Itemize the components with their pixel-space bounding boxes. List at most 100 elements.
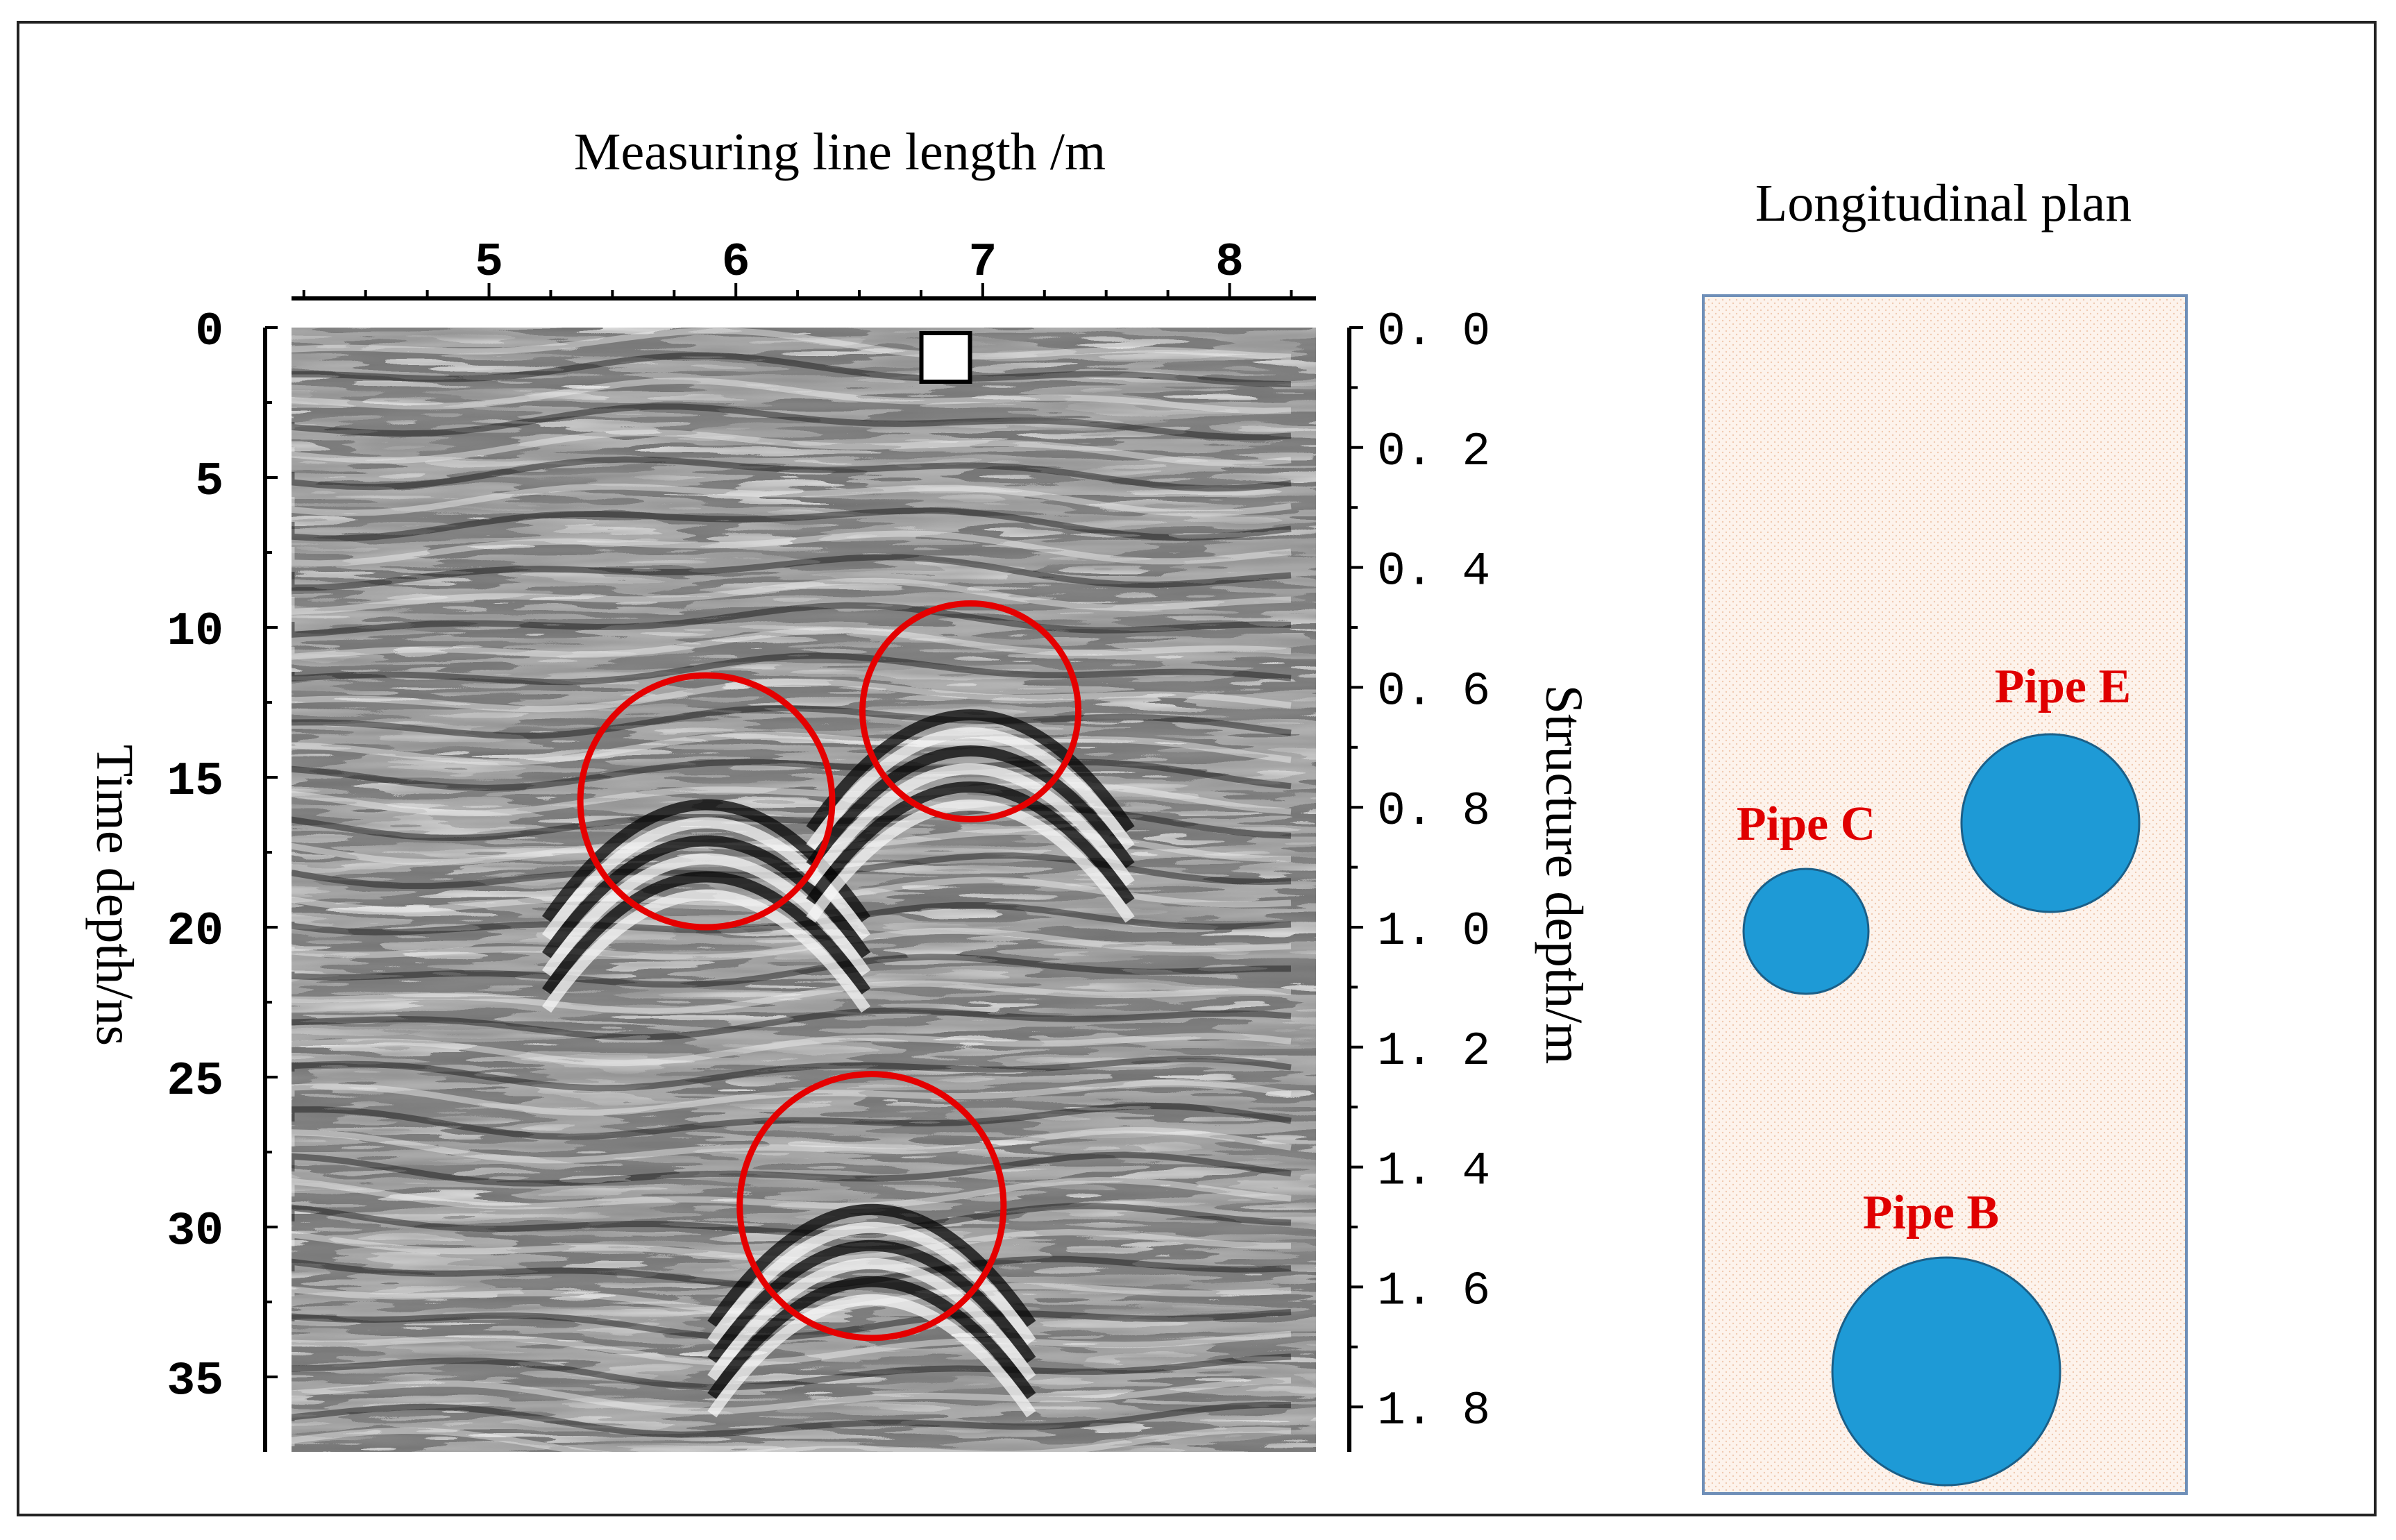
right-axis-title: Structure depth/m [1535, 685, 1593, 1065]
right-tick-label: 1. 8 [1377, 1385, 1490, 1438]
hyperbola-arc [707, 1239, 1036, 1364]
right-tick-label: 0. 6 [1377, 665, 1490, 718]
left-axis-title: Time depth/ns [85, 745, 144, 1046]
position-marker [919, 331, 972, 384]
pipe-b-label: Pipe B [1863, 1186, 1999, 1239]
reflection-band [292, 1283, 1292, 1316]
right-tick-label: 1. 4 [1377, 1145, 1490, 1199]
anomaly-circle [859, 600, 1082, 822]
hyperbola-arc [707, 1258, 1036, 1382]
reflection-band [292, 577, 1292, 615]
pipe-c-label: Pipe C [1737, 797, 1875, 851]
reflection-band [292, 1330, 1292, 1366]
x-tick-label: 7 [968, 236, 997, 289]
reflection-band [292, 1033, 1292, 1067]
reflection-band [292, 328, 1292, 360]
hyperbola-arc [806, 763, 1135, 887]
right-tick-label: 0. 4 [1377, 545, 1490, 599]
left-tick-label: 0 [195, 305, 223, 359]
reflection-band [292, 1127, 1292, 1164]
reflection-band [292, 731, 1292, 765]
x-tick-label: 8 [1215, 236, 1244, 289]
left-tick-label: 10 [167, 605, 223, 659]
hyperbola-arc [541, 889, 871, 1013]
x-tick-label: 6 [722, 236, 750, 289]
reflection-band [292, 902, 1292, 936]
anomaly-circles [577, 600, 1082, 1342]
x-axis-title: Measuring line length /m [574, 123, 1106, 181]
right-tick-label: 1. 2 [1377, 1025, 1490, 1078]
reflection-band [292, 1176, 1292, 1210]
x-axis-ticks: 5 6 7 8 [302, 236, 1293, 298]
reflection-band [292, 554, 1292, 591]
reflection-band [292, 1228, 1292, 1264]
pipe-b-circle [1831, 1256, 2061, 1487]
reflection-band [292, 678, 1292, 713]
left-tick-label: 35 [167, 1355, 223, 1408]
reflection-band [292, 429, 1292, 466]
reflection-band [292, 352, 1292, 388]
pipe-e-circle [1960, 733, 2141, 913]
left-axis-ticks: 0 5 10 15 20 25 30 35 [167, 305, 278, 1408]
reflection-band [292, 530, 1292, 567]
reflection-band [292, 507, 1292, 542]
reflection-band [292, 483, 1292, 517]
reflection-band [292, 980, 1292, 1015]
reflection-band [292, 927, 1292, 961]
reflection-band [292, 1426, 1292, 1452]
hyperbola-arc [806, 745, 1135, 869]
axes: 5 6 7 8 0 5 10 15 20 25 30 35 0. 0 0. 2 0. 4 0. 6 0. 8… [167, 236, 1490, 1452]
reflection-band [292, 403, 1292, 441]
longitudinal-plan: Longitudinal plan Pipe E Pipe C Pipe B [1702, 174, 2188, 1495]
reflection-band [402, 1451, 403, 1452]
reflection-band [292, 1353, 1292, 1391]
reflection-band [292, 759, 1292, 792]
reflection-band [292, 602, 1292, 638]
hyperbola-arc [806, 727, 1135, 851]
right-tick-label: 0. 2 [1377, 425, 1490, 479]
reflection-band [292, 1151, 1292, 1187]
reflection-band [292, 1203, 1292, 1237]
pipe-c-circle [1742, 868, 1870, 995]
hyperbola-reflections [541, 709, 1135, 1418]
reflection-band [292, 1078, 1292, 1116]
radargram-plot [292, 328, 1316, 1452]
reflection-band [292, 1401, 1292, 1438]
anomaly-circle [577, 672, 836, 931]
left-tick-label: 20 [167, 905, 223, 958]
reflection-band [292, 704, 1292, 739]
right-tick-label: 1. 6 [1377, 1264, 1490, 1318]
hyperbola-arc [707, 1276, 1036, 1400]
hyperbola-arc [541, 853, 871, 977]
reflection-band [292, 456, 1292, 492]
plan-title: Longitudinal plan [1755, 174, 2132, 232]
pipe-e-label: Pipe E [1995, 660, 2131, 713]
right-tick-label: 0. 0 [1377, 305, 1490, 359]
reflection-band [292, 1007, 1292, 1041]
hyperbola-arc [806, 799, 1135, 923]
right-tick-label: 0. 8 [1377, 785, 1490, 838]
hyperbola-arc [707, 1294, 1036, 1418]
hyperbola-arc [541, 871, 871, 995]
hyperbola-arc [806, 709, 1135, 833]
left-tick-label: 15 [167, 755, 223, 809]
left-tick-label: 5 [195, 455, 223, 509]
figure-frame [17, 21, 2377, 1516]
reflection-band [292, 1056, 1292, 1092]
reflection-band [292, 377, 1292, 414]
left-tick-label: 25 [167, 1055, 223, 1108]
hyperbola-arc [806, 781, 1135, 905]
reflection-band [292, 1102, 1292, 1140]
x-tick-label: 5 [475, 236, 503, 289]
right-tick-label: 1. 0 [1377, 905, 1490, 958]
reflection-band [292, 1377, 1292, 1414]
reflection-band [292, 954, 1292, 988]
reflection-band [292, 652, 1292, 686]
left-tick-label: 30 [167, 1205, 223, 1258]
reflection-band [292, 627, 1292, 660]
reflection-band [292, 781, 1292, 817]
right-axis-ticks: 0. 0 0. 2 0. 4 0. 6 0. 8 1. 0 1. 2 1. 4 1. 6 1. 8 [1349, 305, 1490, 1438]
hyperbola-arc [707, 1221, 1036, 1346]
anomaly-circle [736, 1071, 1007, 1342]
